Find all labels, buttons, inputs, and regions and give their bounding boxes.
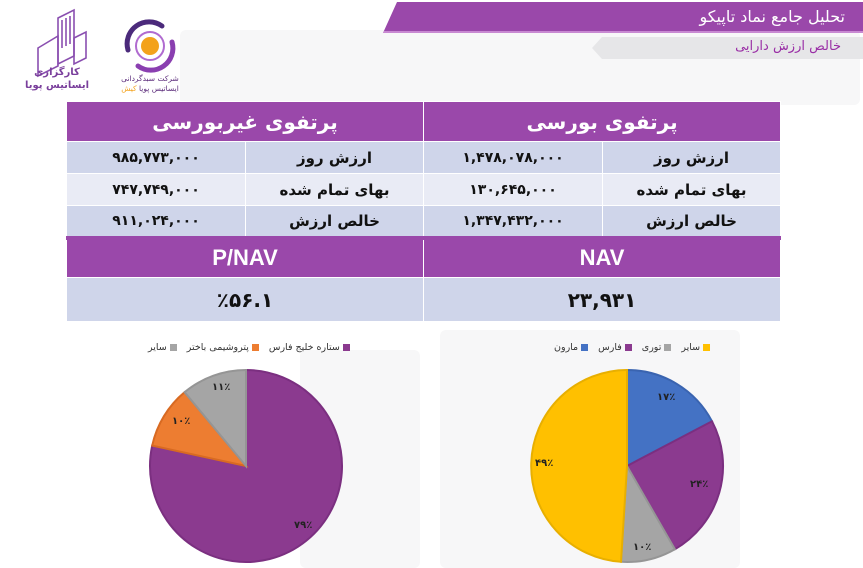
p-nav-header: P/NAV (65, 237, 425, 278)
broker-logo-icon (37, 8, 87, 78)
unlisted-cost: ۷۴۷,۷۴۹,۰۰۰ (65, 173, 247, 206)
fund-logo-icon (124, 19, 176, 73)
svg-text:۷۹٪: ۷۹٪ (294, 520, 312, 531)
listed-portfolio-pie-chart: ۱۷٪ ۲۴٪ ۱۰٪ ۴۹٪ (530, 368, 725, 563)
pie-slice-other (183, 368, 247, 469)
legend-swatch-icon (664, 344, 672, 351)
listed-net-value: ۱,۳۴۷,۴۳۲,۰۰۰ (423, 205, 604, 240)
svg-text:۲۴٪: ۲۴٪ (690, 479, 708, 490)
listed-net-value-label: خالص ارزش (602, 205, 782, 240)
listed-cost-label: بهای تمام شده (602, 173, 782, 206)
page-title: تحلیل جامع نماد تاپیکو (699, 7, 845, 26)
table-row: ۲۳,۹۳۱ ٪۵۶.۱ (65, 277, 782, 322)
nav-value: ۲۳,۹۳۱ (423, 277, 782, 322)
page-title-bar: تحلیل جامع نماد تاپیکو (383, 2, 863, 33)
unlisted-market-value-label: ارزش روز (245, 141, 425, 174)
unlisted-net-value: ۹۱۱,۰۲۴,۰۰۰ (65, 205, 247, 240)
p-nav-value: ٪۵۶.۱ (65, 277, 425, 322)
unlisted-market-value: ۹۸۵,۷۷۳,۰۰۰ (65, 141, 247, 174)
listed-pie-legend: سایر توری فارس مارون (554, 342, 711, 353)
legend-item: سایر (681, 342, 711, 353)
svg-text:۱۰٪: ۱۰٪ (633, 542, 651, 553)
listed-market-value-label: ارزش روز (602, 141, 782, 174)
legend-swatch-icon (342, 344, 350, 351)
legend-swatch-icon (169, 344, 177, 351)
table-row: بهای تمام شده ۱۳۰,۶۴۵,۰۰۰ بهای تمام شده … (65, 173, 782, 206)
section-title: خالص ارزش دارایی (735, 39, 841, 54)
listed-market-value: ۱,۴۷۸,۰۷۸,۰۰۰ (423, 141, 604, 174)
legend-item: ستاره خلیج فارس (269, 342, 350, 353)
nav-header: NAV (423, 237, 782, 278)
pie-slice-maroon (626, 368, 714, 468)
legend-swatch-icon (251, 344, 259, 351)
legend-item: پتروشیمی باختر (187, 342, 259, 353)
legend-item: توری (642, 342, 672, 353)
pie-slice-other (530, 368, 628, 563)
pie-slice-fars (625, 419, 725, 551)
unlisted-portfolio-header: پرتفوی غیربورسی (65, 101, 425, 142)
listed-portfolio-header: پرتفوی بورسی (423, 101, 782, 142)
legend-swatch-icon (703, 344, 711, 351)
section-title-bar: خالص ارزش دارایی (592, 37, 863, 59)
unlisted-net-value-label: خالص ارزش (245, 205, 425, 240)
listed-cost: ۱۳۰,۶۴۵,۰۰۰ (423, 173, 604, 206)
svg-text:۴۹٪: ۴۹٪ (535, 458, 553, 469)
legend-swatch-icon (624, 344, 632, 351)
svg-text:۱۱٪: ۱۱٪ (212, 382, 230, 393)
svg-text:۱۷٪: ۱۷٪ (657, 392, 675, 403)
portfolio-table: پرتفوی بورسی پرتفوی غیربورسی ارزش روز ۱,… (65, 101, 782, 322)
legend-item: فارس (598, 342, 632, 353)
legend-item: سایر (148, 342, 177, 353)
unlisted-pie-legend: ستاره خلیج فارس پتروشیمی باختر سایر (148, 342, 350, 353)
unlisted-portfolio-pie-chart: ۷۹٪ ۱۰٪ ۱۱٪ (149, 368, 343, 563)
legend-item: مارون (554, 342, 589, 353)
svg-text:۱۰٪: ۱۰٪ (172, 416, 190, 427)
unlisted-cost-label: بهای تمام شده (245, 173, 425, 206)
table-row: خالص ارزش ۱,۳۴۷,۴۳۲,۰۰۰ خالص ارزش ۹۱۱,۰۲… (65, 205, 782, 240)
legend-swatch-icon (581, 344, 589, 351)
fund-logo-text: شرکت سبدگردانی ایساتیس پویا کیش (121, 74, 179, 93)
broker-logo-text: کارگزاری ایساتیس پویا (24, 67, 90, 91)
table-row: ارزش روز ۱,۴۷۸,۰۷۸,۰۰۰ ارزش روز ۹۸۵,۷۷۳,… (65, 141, 782, 174)
